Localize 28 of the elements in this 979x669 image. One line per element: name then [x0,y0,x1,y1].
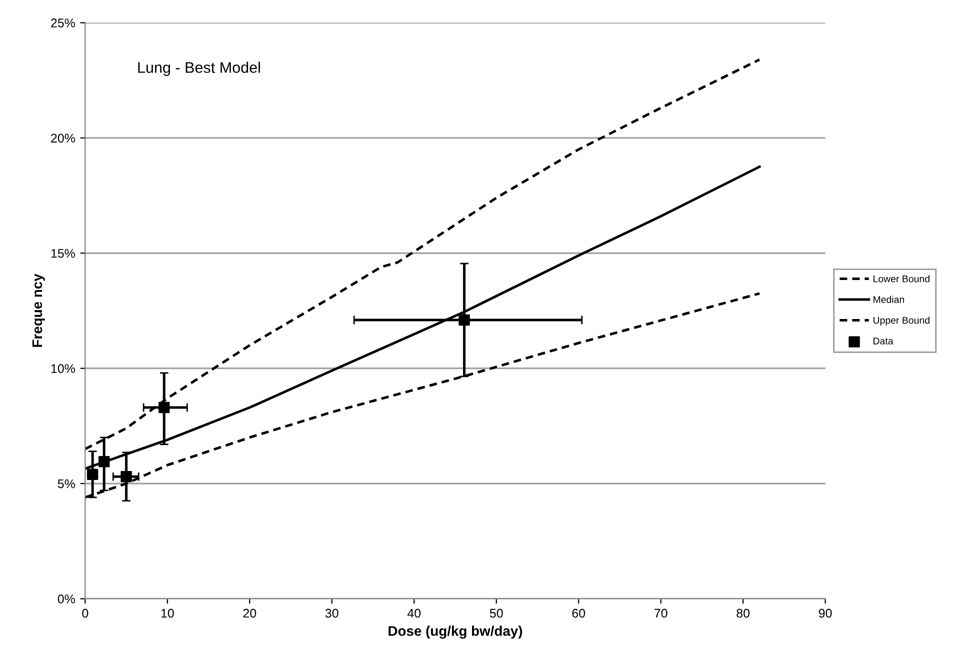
y-tick-label: 25% [51,18,76,28]
x-tick-label: 90 [818,608,832,618]
legend-label: Lower Bound [874,275,930,282]
y-tick-label: 10% [51,364,76,374]
point [86,468,98,480]
point [98,456,110,468]
x-tick-label: 70 [654,608,668,618]
x-tick-label: 20 [243,608,256,618]
y-tick-label: 0% [58,594,76,604]
x-tick-label: 50 [490,608,503,618]
x-tick-label: 40 [407,608,421,618]
point [120,471,132,482]
annotation: Lung - Best Model [138,62,260,76]
legend-label: Median [874,296,904,303]
x-tick-label: 60 [572,608,586,618]
y-axis-title: Freque ncy [32,274,45,347]
y-tick-label: 5% [58,479,76,488]
legend-label: Data [874,338,894,344]
x-tick-label: 10 [161,608,174,618]
x-tick-label: 0 [82,608,88,618]
point [158,402,170,414]
x-tick-label: 30 [325,608,338,618]
y-tick-label: 20% [51,134,76,143]
y-tick-label: 15% [51,249,76,258]
x-axis-title: Dose (ug/kg bw/day) [388,626,522,639]
legend-label: Upper Bound [874,316,930,326]
point [458,314,470,326]
x-tick-label: 80 [736,608,750,618]
